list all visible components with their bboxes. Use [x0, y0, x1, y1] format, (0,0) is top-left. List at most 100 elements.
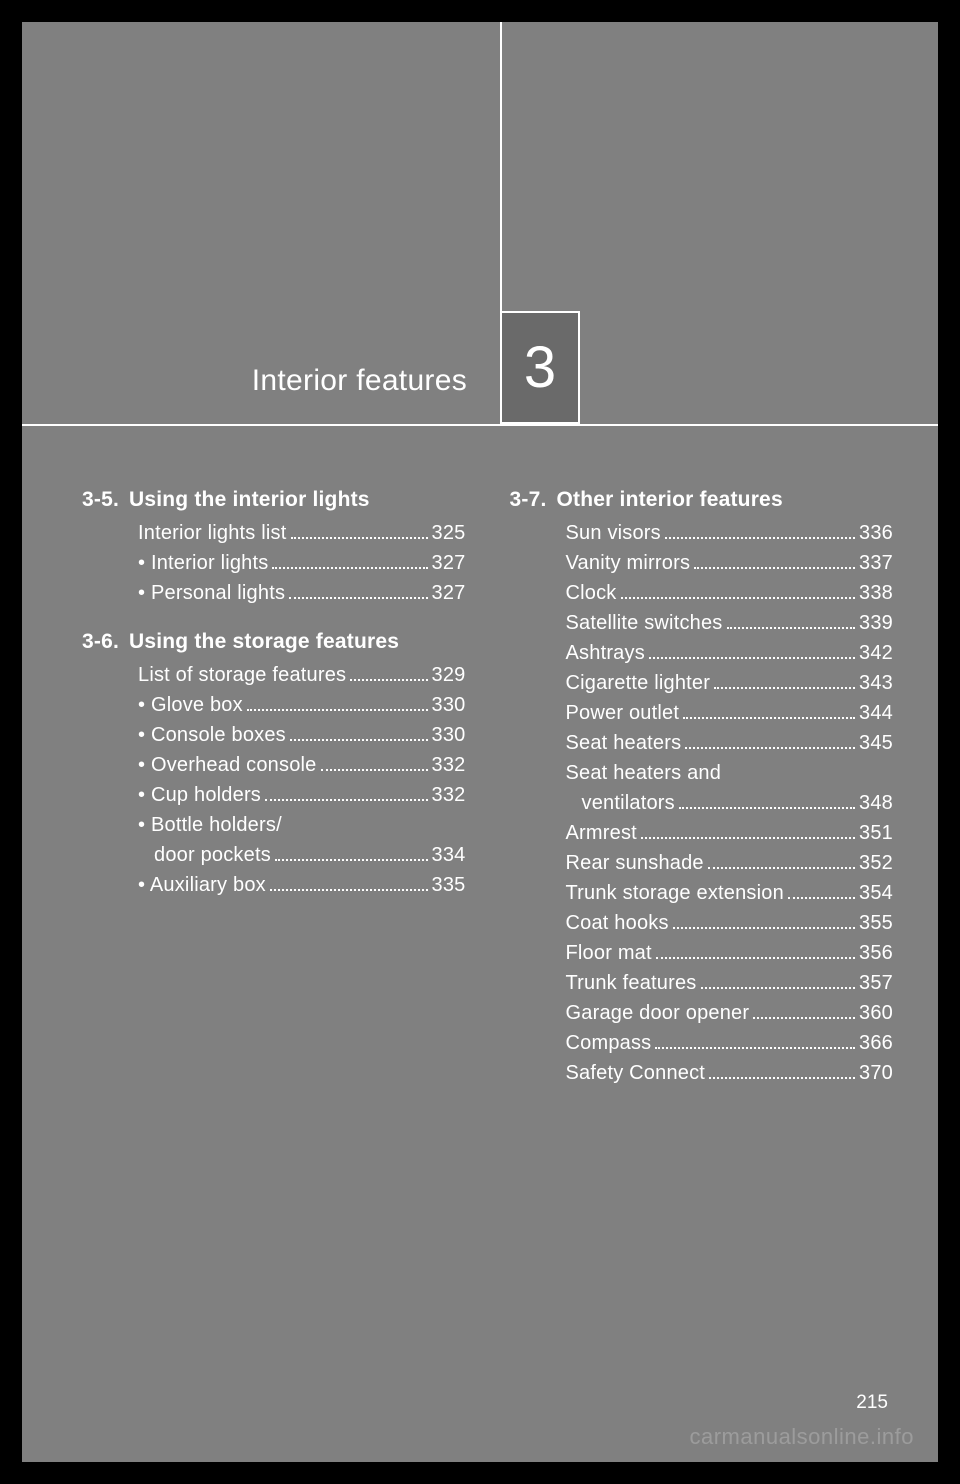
- toc-entry[interactable]: Clock338: [566, 578, 894, 608]
- toc-entry-label: Console boxes: [138, 720, 286, 750]
- toc-entry-label: Clock: [566, 578, 617, 608]
- toc-entry[interactable]: Rear sunshade352: [566, 848, 894, 878]
- toc-entry-label: Bottle holders/: [138, 810, 282, 840]
- toc-leader: [272, 567, 427, 569]
- toc-entry-label: Ashtrays: [566, 638, 645, 668]
- toc-entry-label: Trunk features: [566, 968, 697, 998]
- toc-leader: [321, 769, 428, 771]
- toc-section-title: Using the storage features: [129, 630, 399, 654]
- toc-entry-page: 332: [432, 780, 466, 810]
- toc-entry[interactable]: Seat heaters345: [566, 728, 894, 758]
- toc-leader: [265, 799, 428, 801]
- toc-entry[interactable]: Coat hooks 355: [566, 908, 894, 938]
- toc-section: 3-7.Other interior features Sun visors 336…: [510, 488, 894, 1088]
- toc-entry[interactable]: Power outlet 344: [566, 698, 894, 728]
- toc-entry-page: 343: [859, 668, 893, 698]
- toc-entry[interactable]: Trunk storage extension 354: [566, 878, 894, 908]
- toc-leader: [709, 1077, 855, 1079]
- toc-entry[interactable]: Personal lights327: [138, 578, 466, 608]
- toc-leader: [350, 679, 427, 681]
- toc-entry-page: 329: [432, 660, 466, 690]
- toc-entry-label: Vanity mirrors: [566, 548, 691, 578]
- toc-section-heading: 3-6. Using the storage features: [82, 630, 466, 654]
- toc-entry[interactable]: Safety Connect370: [566, 1058, 894, 1088]
- toc-entry-label: Interior lights: [138, 548, 268, 578]
- toc-entry[interactable]: Satellite switches339: [566, 608, 894, 638]
- toc-leader: [714, 687, 855, 689]
- toc-entry[interactable]: Interior lights 327: [138, 548, 466, 578]
- toc-entry-label: Overhead console: [138, 750, 317, 780]
- toc-entry-page: 348: [859, 788, 893, 818]
- toc-entry[interactable]: Overhead console 332: [138, 750, 466, 780]
- toc-entry[interactable]: Trunk features357: [566, 968, 894, 998]
- toc-section-number: 3-6.: [82, 630, 119, 654]
- toc-entry[interactable]: Console boxes 330: [138, 720, 466, 750]
- toc-entry-page: 332: [432, 750, 466, 780]
- toc-right-column: 3-7.Other interior features Sun visors 336…: [510, 488, 894, 1110]
- toc-entry[interactable]: Interior lights list325: [138, 518, 466, 548]
- toc-entry-label: List of storage features: [138, 660, 346, 690]
- toc-entry[interactable]: Auxiliary box335: [138, 870, 466, 900]
- toc-entry-page: 366: [859, 1028, 893, 1058]
- toc-leader: [247, 709, 428, 711]
- watermark-text: carmanualsonline.info: [689, 1424, 914, 1450]
- toc-entry-page: 344: [859, 698, 893, 728]
- toc-entry[interactable]: Floor mat356: [566, 938, 894, 968]
- toc-leader: [683, 717, 855, 719]
- toc-section: 3-6. Using the storage features List of st…: [82, 630, 466, 900]
- toc-entry-label: Floor mat: [566, 938, 652, 968]
- toc-entry-label: Power outlet: [566, 698, 680, 728]
- toc-entry[interactable]: Armrest351: [566, 818, 894, 848]
- toc-entry-label: Garage door opener: [566, 998, 750, 1028]
- toc-entry[interactable]: Garage door opener360: [566, 998, 894, 1028]
- toc-entry-page: 354: [859, 878, 893, 908]
- chapter-number-box: 3: [500, 311, 580, 424]
- toc-entry-page: 327: [432, 548, 466, 578]
- toc-entry-label: Interior lights list: [138, 518, 287, 548]
- toc-entry-label: Safety Connect: [566, 1058, 706, 1088]
- toc-leader: [656, 957, 855, 959]
- toc-item-list: Sun visors336Vanity mirrors337Clock338Sa…: [510, 518, 894, 1088]
- toc-entry[interactable]: door pockets334: [138, 840, 466, 870]
- toc-leader: [701, 987, 856, 989]
- toc-entry[interactable]: Ashtrays342: [566, 638, 894, 668]
- toc-leader: [641, 837, 855, 839]
- toc-leader: [673, 927, 855, 929]
- toc-leader: [679, 807, 855, 809]
- horizontal-divider: [22, 424, 938, 426]
- toc-entry-page: 330: [432, 690, 466, 720]
- toc-entry-page: 351: [859, 818, 893, 848]
- toc-leader: [649, 657, 855, 659]
- toc-leader: [270, 889, 428, 891]
- toc-entry-label: Coat hooks: [566, 908, 669, 938]
- toc-entry-label: Sun visors: [566, 518, 661, 548]
- toc-entry[interactable]: Glove box330: [138, 690, 466, 720]
- toc-leader: [275, 859, 428, 861]
- toc-entry[interactable]: Cigarette lighter343: [566, 668, 894, 698]
- toc-item-list: Interior lights list325Interior lights 32…: [82, 518, 466, 608]
- toc-entry[interactable]: Seat heaters and: [566, 758, 894, 788]
- toc-entry-label: Trunk storage extension: [566, 878, 784, 908]
- toc-entry[interactable]: Bottle holders/: [138, 810, 466, 840]
- toc-entry-label: Seat heaters and: [566, 758, 722, 788]
- toc-entry[interactable]: List of storage features 329: [138, 660, 466, 690]
- toc-entry-page: 345: [859, 728, 893, 758]
- toc-entry-page: 336: [859, 518, 893, 548]
- toc-entry[interactable]: Sun visors 336: [566, 518, 894, 548]
- toc-section-heading: 3-5.Using the interior lights: [82, 488, 466, 512]
- toc-entry[interactable]: Cup holders332: [138, 780, 466, 810]
- toc-leader: [291, 537, 428, 539]
- toc-entry[interactable]: ventilators348: [566, 788, 894, 818]
- toc-entry[interactable]: Vanity mirrors337: [566, 548, 894, 578]
- toc-entry-page: 330: [432, 720, 466, 750]
- toc-leader: [753, 1017, 855, 1019]
- toc-item-list: List of storage features329Glove box330C…: [82, 660, 466, 900]
- toc-entry-page: 355: [859, 908, 893, 938]
- manual-page: Interior features 3 3-5.Using the interi…: [22, 22, 938, 1462]
- toc-leader: [655, 1047, 855, 1049]
- toc-section-number: 3-7.: [510, 488, 547, 512]
- toc-section-heading: 3-7.Other interior features: [510, 488, 894, 512]
- toc-entry-label: Rear sunshade: [566, 848, 704, 878]
- toc-entry-page: 334: [432, 840, 466, 870]
- toc-entry[interactable]: Compass366: [566, 1028, 894, 1058]
